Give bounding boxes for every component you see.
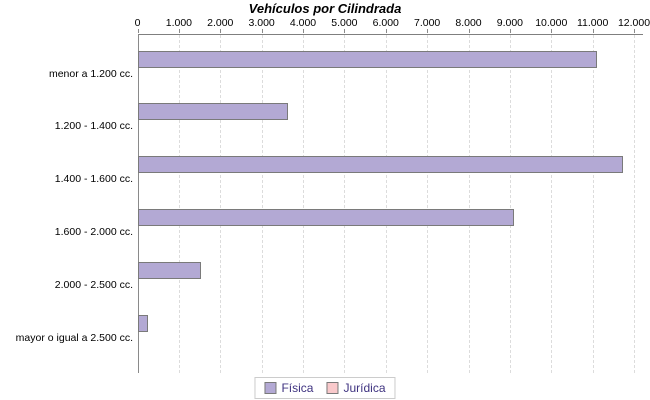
x-tick-label: 9.000 [496,17,524,29]
gridline [592,34,594,373]
gridline [303,34,304,373]
gridline [634,34,635,373]
x-tick-mark [468,29,470,33]
x-tick-mark [427,29,429,33]
x-tick-label: 1.000 [165,17,193,29]
bar-fisica [138,315,149,332]
gridline [220,34,222,373]
gridline [427,34,429,373]
legend: Física Jurídica [254,377,396,399]
x-tick-label: 0 [134,17,141,29]
bar-fisica [138,50,598,68]
chart-title: Vehículos por Cilindrada [248,1,402,16]
category-label: 1.400 - 1.600 cc. [54,173,133,186]
x-tick-mark [137,29,139,33]
x-axis-line [137,33,643,35]
x-tick-label: 8.000 [455,17,482,29]
x-tick-mark [344,29,346,33]
x-tick-label: 4.000 [289,17,317,29]
legend-item: Jurídica [326,381,386,395]
x-tick-mark [261,29,263,33]
x-tick-mark [551,29,553,33]
gridline [468,34,470,373]
legend-swatch [326,382,339,394]
gridline [178,34,180,373]
legend-label: Física [281,381,314,395]
gridline [509,34,511,373]
x-tick-label: 2.000 [207,17,234,29]
x-tick-mark [220,29,222,33]
legend-item: Física [264,381,313,395]
x-tick-label: 6.000 [372,17,399,29]
gridline [385,34,387,373]
x-tick-mark [592,29,594,33]
gridline [344,34,346,373]
gridline [551,34,553,373]
bar-fisica [138,209,515,227]
x-tick-label: 12.000 [617,17,650,29]
bar-fisica [138,103,289,121]
y-axis-line [137,33,139,373]
x-tick-mark [509,29,511,33]
x-tick-label: 5.000 [331,17,358,29]
x-tick-label: 11.000 [576,17,609,29]
x-tick-mark [303,29,304,33]
x-tick-label: 7.000 [413,17,441,29]
category-label: 1.600 - 2.000 cc. [54,226,133,239]
x-tick-label: 3.000 [248,17,275,29]
category-label: mayor o igual a 2.500 cc. [15,332,133,344]
legend-swatch [264,382,277,394]
x-tick-label: 10.000 [535,17,568,29]
gridline [261,34,263,373]
x-tick-mark [178,29,180,33]
category-label: menor a 1.200 cc. [48,67,133,80]
x-tick-mark [385,29,387,33]
bar-fisica [138,262,202,280]
legend-label: Jurídica [343,381,386,395]
x-tick-mark [634,29,635,33]
category-label: 1.200 - 1.400 cc. [54,120,133,133]
bar-fisica [138,156,623,174]
category-label: 2.000 - 2.500 cc. [54,279,133,292]
